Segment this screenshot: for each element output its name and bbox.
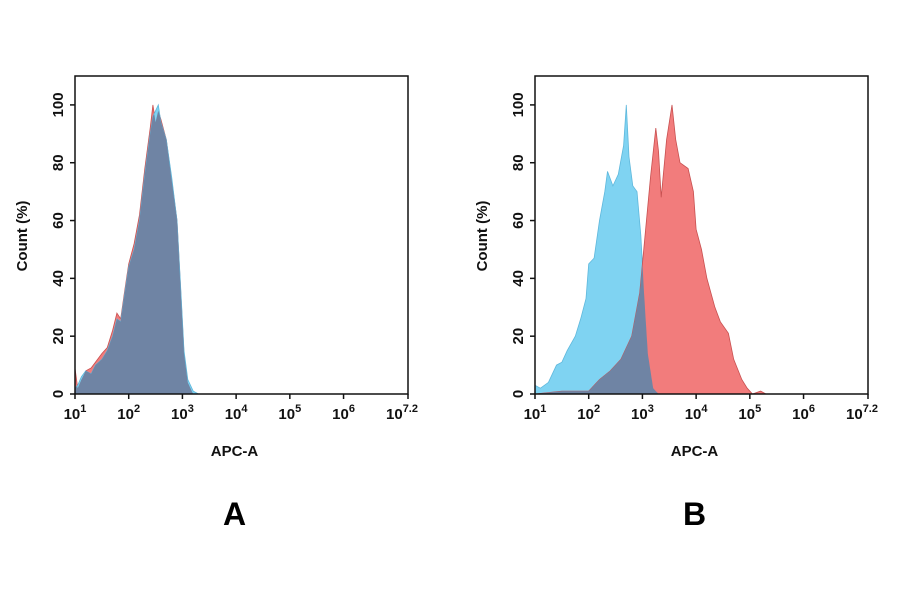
y-axis-title: Count (%)	[14, 201, 31, 272]
y-tick-label: 20	[50, 328, 67, 345]
x-tick-label: 103	[631, 403, 654, 423]
chart-panel-a: 0 20 40 60 80 100 101 102 103 104 105 106 107.2 APC-A…	[14, 75, 418, 532]
y-tick-label: 0	[510, 390, 527, 398]
y-tick-label: 40	[510, 270, 527, 287]
x-tick-label: 104	[225, 403, 249, 423]
histogram-series-2	[534, 104, 767, 395]
x-tick-label: 103	[171, 403, 194, 423]
y-tick-label: 0	[50, 390, 67, 398]
y-tick-label: 80	[510, 154, 527, 171]
x-tick-label: 105	[738, 403, 761, 423]
y-tick-label: 100	[510, 92, 527, 117]
y-tick-label: 80	[50, 154, 67, 171]
y-axis-title: Count (%)	[474, 201, 491, 272]
plot-frame	[74, 75, 409, 395]
x-tick-label: 101	[524, 403, 547, 423]
x-tick-label: 102	[117, 403, 140, 423]
x-tick-label: 102	[577, 403, 600, 423]
x-tick-label: 105	[278, 403, 301, 423]
panel-label: A	[223, 496, 246, 532]
y-tick-label: 40	[50, 270, 67, 287]
x-tick-label: 101	[64, 403, 87, 423]
x-axis-title: APC-A	[211, 443, 259, 460]
panel-label: B	[683, 496, 706, 532]
y-tick-label: 100	[50, 92, 67, 117]
plot-frame	[534, 75, 869, 395]
y-tick-label: 60	[50, 212, 67, 229]
histogram-overlap	[75, 110, 408, 394]
x-tick-label: 106	[792, 403, 815, 423]
x-axis-title: APC-A	[671, 443, 719, 460]
y-tick-label: 20	[510, 328, 527, 345]
x-tick-label: 104	[685, 403, 709, 423]
chart-panel-b: 0 20 40 60 80 100 101 102 103 104 105 106 107.2 APC-A…	[474, 75, 878, 532]
y-tick-label: 60	[510, 212, 527, 229]
x-tick-label: 106	[332, 403, 355, 423]
x-tick-label: 107.2	[386, 403, 418, 423]
x-tick-label: 107.2	[846, 403, 878, 423]
